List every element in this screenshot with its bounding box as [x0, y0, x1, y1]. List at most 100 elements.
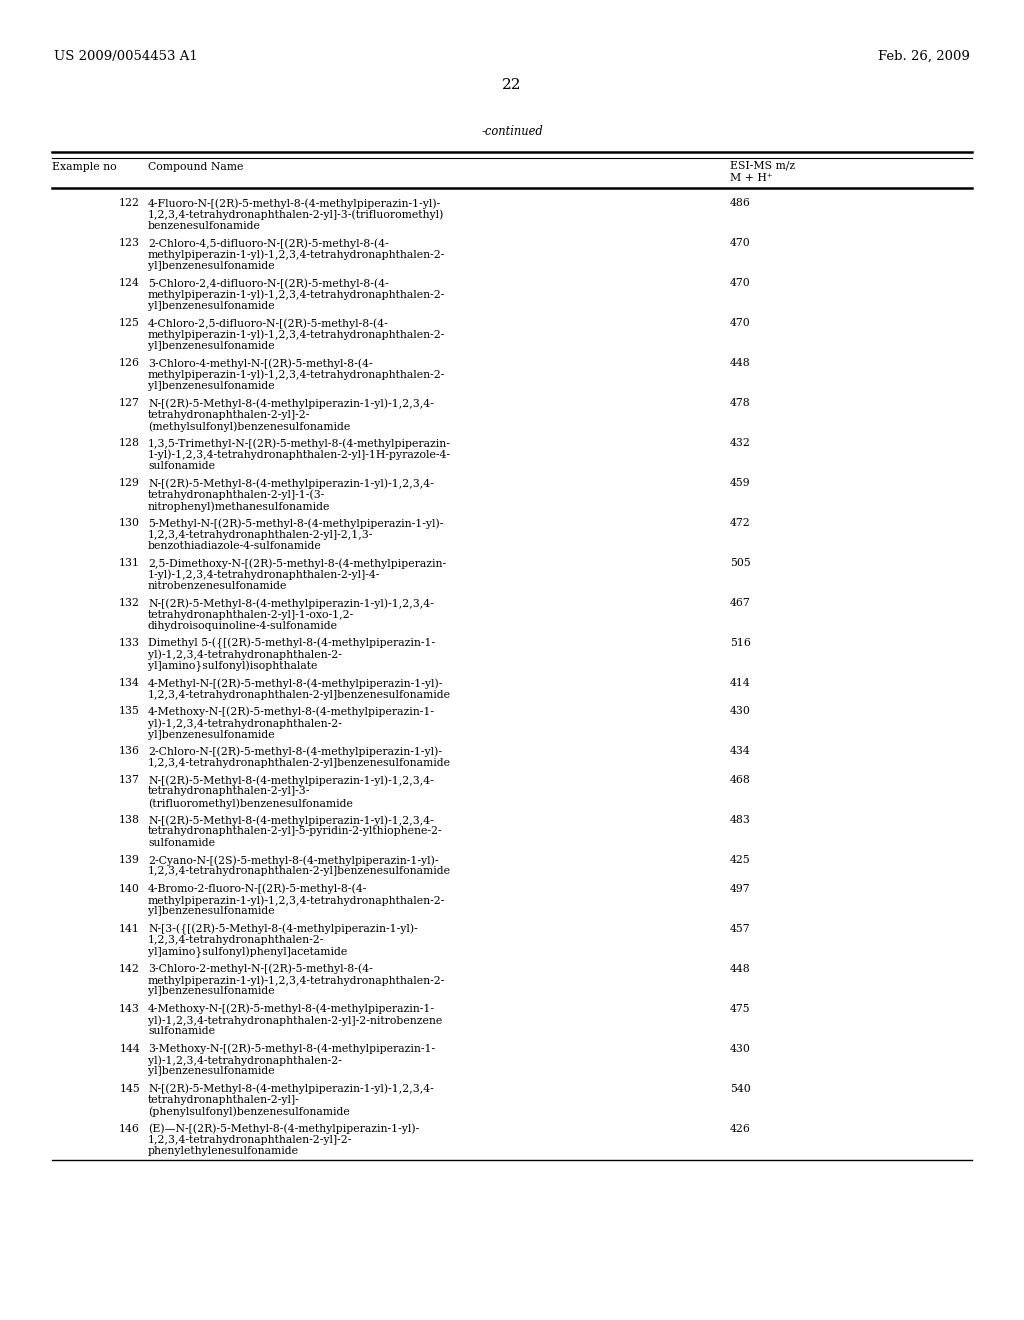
Text: (methylsulfonyl)benzenesulfonamide: (methylsulfonyl)benzenesulfonamide — [148, 421, 350, 432]
Text: (phenylsulfonyl)benzenesulfonamide: (phenylsulfonyl)benzenesulfonamide — [148, 1106, 350, 1117]
Text: yl]benzenesulfonamide: yl]benzenesulfonamide — [148, 381, 274, 391]
Text: N-[(2R)-5-Methyl-8-(4-methylpiperazin-1-yl)-1,2,3,4-: N-[(2R)-5-Methyl-8-(4-methylpiperazin-1-… — [148, 598, 434, 609]
Text: 434: 434 — [730, 747, 751, 756]
Text: 146: 146 — [119, 1123, 140, 1134]
Text: methylpiperazin-1-yl)-1,2,3,4-tetrahydronaphthalen-2-: methylpiperazin-1-yl)-1,2,3,4-tetrahydro… — [148, 895, 445, 906]
Text: 1,2,3,4-tetrahydronaphthalen-2-yl]-2-: 1,2,3,4-tetrahydronaphthalen-2-yl]-2- — [148, 1135, 352, 1144]
Text: 123: 123 — [119, 238, 140, 248]
Text: tetrahydronaphthalen-2-yl]-5-pyridin-2-ylthiophene-2-: tetrahydronaphthalen-2-yl]-5-pyridin-2-y… — [148, 826, 442, 837]
Text: 139: 139 — [119, 855, 140, 865]
Text: 126: 126 — [119, 358, 140, 368]
Text: tetrahydronaphthalen-2-yl]-2-: tetrahydronaphthalen-2-yl]-2- — [148, 409, 310, 420]
Text: 1,2,3,4-tetrahydronaphthalen-2-yl]benzenesulfonamide: 1,2,3,4-tetrahydronaphthalen-2-yl]benzen… — [148, 689, 451, 700]
Text: nitrobenzenesulfonamide: nitrobenzenesulfonamide — [148, 581, 288, 591]
Text: 459: 459 — [730, 478, 751, 488]
Text: Dimethyl 5-({[(2R)-5-methyl-8-(4-methylpiperazin-1-: Dimethyl 5-({[(2R)-5-methyl-8-(4-methylp… — [148, 638, 435, 649]
Text: 516: 516 — [730, 638, 751, 648]
Text: 1,2,3,4-tetrahydronaphthalen-2-yl]-2,1,3-: 1,2,3,4-tetrahydronaphthalen-2-yl]-2,1,3… — [148, 529, 374, 540]
Text: methylpiperazin-1-yl)-1,2,3,4-tetrahydronaphthalen-2-: methylpiperazin-1-yl)-1,2,3,4-tetrahydro… — [148, 975, 445, 986]
Text: 125: 125 — [119, 318, 140, 327]
Text: 142: 142 — [119, 964, 140, 974]
Text: (E)—N-[(2R)-5-Methyl-8-(4-methylpiperazin-1-yl)-: (E)—N-[(2R)-5-Methyl-8-(4-methylpiperazi… — [148, 1123, 419, 1134]
Text: 486: 486 — [730, 198, 751, 209]
Text: 129: 129 — [119, 478, 140, 488]
Text: 4-Methoxy-N-[(2R)-5-methyl-8-(4-methylpiperazin-1-: 4-Methoxy-N-[(2R)-5-methyl-8-(4-methylpi… — [148, 706, 435, 717]
Text: yl]benzenesulfonamide: yl]benzenesulfonamide — [148, 261, 274, 271]
Text: 467: 467 — [730, 598, 751, 609]
Text: N-[(2R)-5-Methyl-8-(4-methylpiperazin-1-yl)-1,2,3,4-: N-[(2R)-5-Methyl-8-(4-methylpiperazin-1-… — [148, 399, 434, 409]
Text: sulfonamide: sulfonamide — [148, 838, 215, 847]
Text: (trifluoromethyl)benzenesulfonamide: (trifluoromethyl)benzenesulfonamide — [148, 799, 353, 809]
Text: yl)-1,2,3,4-tetrahydronaphthalen-2-: yl)-1,2,3,4-tetrahydronaphthalen-2- — [148, 649, 342, 660]
Text: Compound Name: Compound Name — [148, 162, 244, 172]
Text: 414: 414 — [730, 678, 751, 688]
Text: yl]benzenesulfonamide: yl]benzenesulfonamide — [148, 986, 274, 997]
Text: 2-Chloro-N-[(2R)-5-methyl-8-(4-methylpiperazin-1-yl)-: 2-Chloro-N-[(2R)-5-methyl-8-(4-methylpip… — [148, 747, 442, 758]
Text: methylpiperazin-1-yl)-1,2,3,4-tetrahydronaphthalen-2-: methylpiperazin-1-yl)-1,2,3,4-tetrahydro… — [148, 289, 445, 300]
Text: 540: 540 — [730, 1084, 751, 1093]
Text: dihydroisoquinoline-4-sulfonamide: dihydroisoquinoline-4-sulfonamide — [148, 620, 338, 631]
Text: yl]benzenesulfonamide: yl]benzenesulfonamide — [148, 301, 274, 312]
Text: yl]benzenesulfonamide: yl]benzenesulfonamide — [148, 1067, 274, 1077]
Text: 448: 448 — [730, 358, 751, 368]
Text: 1,2,3,4-tetrahydronaphthalen-2-yl]benzenesulfonamide: 1,2,3,4-tetrahydronaphthalen-2-yl]benzen… — [148, 866, 451, 876]
Text: 2,5-Dimethoxy-N-[(2R)-5-methyl-8-(4-methylpiperazin-: 2,5-Dimethoxy-N-[(2R)-5-methyl-8-(4-meth… — [148, 558, 446, 569]
Text: nitrophenyl)methanesulfonamide: nitrophenyl)methanesulfonamide — [148, 502, 331, 512]
Text: 430: 430 — [730, 1044, 751, 1053]
Text: 497: 497 — [730, 883, 751, 894]
Text: tetrahydronaphthalen-2-yl]-: tetrahydronaphthalen-2-yl]- — [148, 1096, 300, 1105]
Text: N-[(2R)-5-Methyl-8-(4-methylpiperazin-1-yl)-1,2,3,4-: N-[(2R)-5-Methyl-8-(4-methylpiperazin-1-… — [148, 814, 434, 825]
Text: 133: 133 — [119, 638, 140, 648]
Text: 472: 472 — [730, 517, 751, 528]
Text: 4-Chloro-2,5-difluoro-N-[(2R)-5-methyl-8-(4-: 4-Chloro-2,5-difluoro-N-[(2R)-5-methyl-8… — [148, 318, 389, 329]
Text: yl]benzenesulfonamide: yl]benzenesulfonamide — [148, 341, 274, 351]
Text: yl]benzenesulfonamide: yl]benzenesulfonamide — [148, 907, 274, 916]
Text: yl)-1,2,3,4-tetrahydronaphthalen-2-: yl)-1,2,3,4-tetrahydronaphthalen-2- — [148, 718, 342, 729]
Text: 2-Cyano-N-[(2S)-5-methyl-8-(4-methylpiperazin-1-yl)-: 2-Cyano-N-[(2S)-5-methyl-8-(4-methylpipe… — [148, 855, 438, 866]
Text: 2-Chloro-4,5-difluoro-N-[(2R)-5-methyl-8-(4-: 2-Chloro-4,5-difluoro-N-[(2R)-5-methyl-8… — [148, 238, 389, 248]
Text: 426: 426 — [730, 1123, 751, 1134]
Text: methylpiperazin-1-yl)-1,2,3,4-tetrahydronaphthalen-2-: methylpiperazin-1-yl)-1,2,3,4-tetrahydro… — [148, 249, 445, 260]
Text: 141: 141 — [119, 924, 140, 933]
Text: 432: 432 — [730, 438, 751, 447]
Text: yl]benzenesulfonamide: yl]benzenesulfonamide — [148, 730, 274, 739]
Text: 134: 134 — [119, 678, 140, 688]
Text: 3-Chloro-2-methyl-N-[(2R)-5-methyl-8-(4-: 3-Chloro-2-methyl-N-[(2R)-5-methyl-8-(4- — [148, 964, 373, 974]
Text: 470: 470 — [730, 238, 751, 248]
Text: 505: 505 — [730, 558, 751, 568]
Text: 470: 470 — [730, 279, 751, 288]
Text: 457: 457 — [730, 924, 751, 933]
Text: 4-Bromo-2-fluoro-N-[(2R)-5-methyl-8-(4-: 4-Bromo-2-fluoro-N-[(2R)-5-methyl-8-(4- — [148, 883, 368, 894]
Text: N-[(2R)-5-Methyl-8-(4-methylpiperazin-1-yl)-1,2,3,4-: N-[(2R)-5-Methyl-8-(4-methylpiperazin-1-… — [148, 478, 434, 488]
Text: 468: 468 — [730, 775, 751, 785]
Text: 425: 425 — [730, 855, 751, 865]
Text: 122: 122 — [119, 198, 140, 209]
Text: M + H⁺: M + H⁺ — [730, 173, 773, 183]
Text: 4-Methyl-N-[(2R)-5-methyl-8-(4-methylpiperazin-1-yl)-: 4-Methyl-N-[(2R)-5-methyl-8-(4-methylpip… — [148, 678, 443, 689]
Text: methylpiperazin-1-yl)-1,2,3,4-tetrahydronaphthalen-2-: methylpiperazin-1-yl)-1,2,3,4-tetrahydro… — [148, 330, 445, 341]
Text: US 2009/0054453 A1: US 2009/0054453 A1 — [54, 50, 198, 63]
Text: 4-Methoxy-N-[(2R)-5-methyl-8-(4-methylpiperazin-1-: 4-Methoxy-N-[(2R)-5-methyl-8-(4-methylpi… — [148, 1003, 435, 1014]
Text: 3-Methoxy-N-[(2R)-5-methyl-8-(4-methylpiperazin-1-: 3-Methoxy-N-[(2R)-5-methyl-8-(4-methylpi… — [148, 1044, 435, 1055]
Text: 131: 131 — [119, 558, 140, 568]
Text: 430: 430 — [730, 706, 751, 717]
Text: benzenesulfonamide: benzenesulfonamide — [148, 220, 261, 231]
Text: N-[(2R)-5-Methyl-8-(4-methylpiperazin-1-yl)-1,2,3,4-: N-[(2R)-5-Methyl-8-(4-methylpiperazin-1-… — [148, 1084, 434, 1094]
Text: 145: 145 — [119, 1084, 140, 1093]
Text: 475: 475 — [730, 1003, 751, 1014]
Text: 470: 470 — [730, 318, 751, 327]
Text: 5-Chloro-2,4-difluoro-N-[(2R)-5-methyl-8-(4-: 5-Chloro-2,4-difluoro-N-[(2R)-5-methyl-8… — [148, 279, 389, 289]
Text: tetrahydronaphthalen-2-yl]-1-(3-: tetrahydronaphthalen-2-yl]-1-(3- — [148, 490, 326, 500]
Text: -continued: -continued — [481, 125, 543, 139]
Text: tetrahydronaphthalen-2-yl]-3-: tetrahydronaphthalen-2-yl]-3- — [148, 787, 310, 796]
Text: 124: 124 — [119, 279, 140, 288]
Text: 1,2,3,4-tetrahydronaphthalen-2-yl]benzenesulfonamide: 1,2,3,4-tetrahydronaphthalen-2-yl]benzen… — [148, 758, 451, 768]
Text: 135: 135 — [119, 706, 140, 717]
Text: N-[3-({[(2R)-5-Methyl-8-(4-methylpiperazin-1-yl)-: N-[3-({[(2R)-5-Methyl-8-(4-methylpiperaz… — [148, 924, 418, 935]
Text: 1,2,3,4-tetrahydronaphthalen-2-: 1,2,3,4-tetrahydronaphthalen-2- — [148, 935, 325, 945]
Text: 144: 144 — [119, 1044, 140, 1053]
Text: 478: 478 — [730, 399, 751, 408]
Text: 127: 127 — [119, 399, 140, 408]
Text: 137: 137 — [119, 775, 140, 785]
Text: 3-Chloro-4-methyl-N-[(2R)-5-methyl-8-(4-: 3-Chloro-4-methyl-N-[(2R)-5-methyl-8-(4- — [148, 358, 373, 368]
